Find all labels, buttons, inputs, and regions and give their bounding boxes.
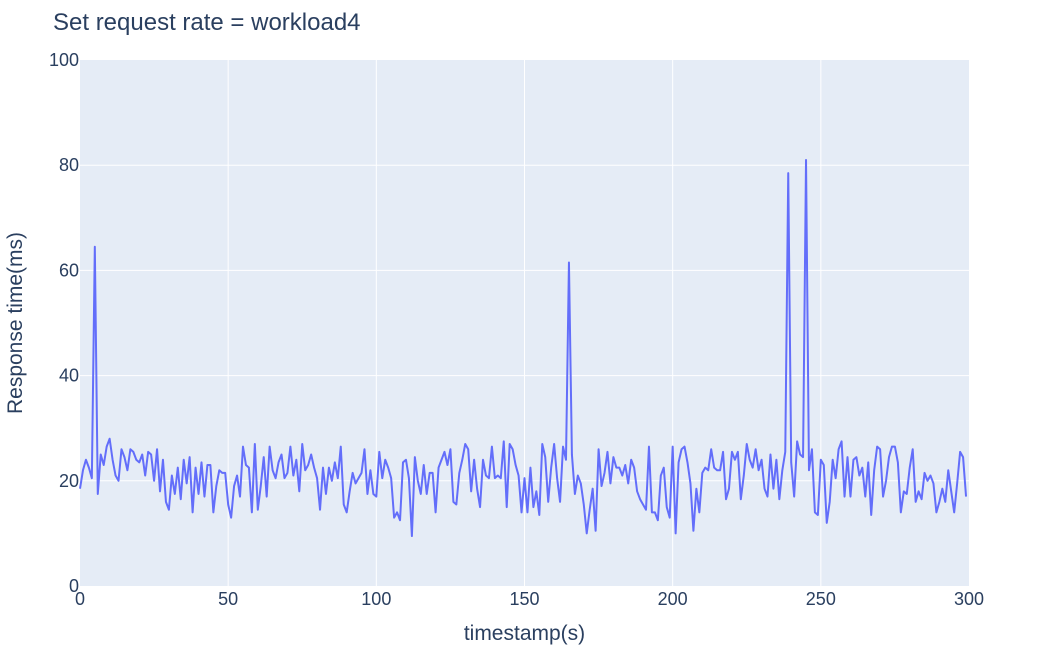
x-tick-label: 0: [75, 589, 85, 609]
x-tick-label: 100: [361, 589, 391, 609]
y-axis-label: Response time(ms): [4, 232, 27, 414]
chart-title: Set request rate = workload4: [53, 9, 361, 36]
x-axis-label: timestamp(s): [464, 622, 585, 645]
x-tick-label: 50: [218, 589, 238, 609]
series-line: [79, 158, 968, 538]
x-tick-label: 300: [954, 589, 984, 609]
x-tick-label: 200: [658, 589, 688, 609]
x-tick-labels: 0 50 100 150 200 250 300: [75, 589, 984, 609]
y-tick-label: 0: [69, 576, 79, 596]
y-tick-label: 60: [59, 260, 79, 280]
y-tick-label: 40: [59, 366, 79, 386]
y-tick-label: 20: [59, 471, 79, 491]
x-tick-label: 250: [806, 589, 836, 609]
x-tick-label: 150: [509, 589, 539, 609]
y-tick-label: 80: [59, 155, 79, 175]
y-tick-label: 100: [49, 50, 79, 70]
y-tick-labels: 0 20 40 60 80 100: [49, 50, 79, 596]
